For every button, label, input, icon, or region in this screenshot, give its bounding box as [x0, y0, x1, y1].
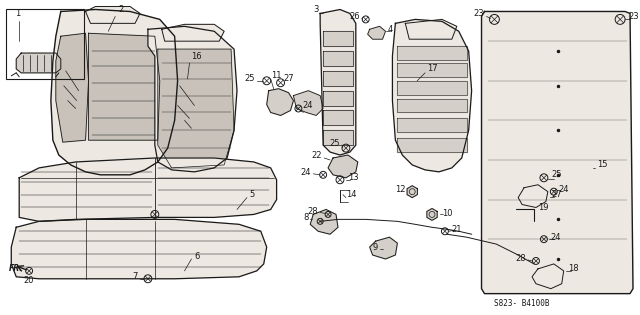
Polygon shape	[12, 219, 267, 279]
Bar	[6, 9, 84, 79]
Text: 24: 24	[302, 101, 313, 110]
Text: 13: 13	[348, 173, 358, 182]
Polygon shape	[397, 138, 467, 152]
Polygon shape	[397, 63, 467, 77]
Text: 16: 16	[191, 52, 202, 60]
Text: 18: 18	[568, 264, 579, 273]
Text: 21: 21	[452, 225, 462, 234]
Text: 25: 25	[244, 74, 255, 83]
Text: 22: 22	[312, 151, 322, 159]
Polygon shape	[397, 46, 467, 60]
Text: 27: 27	[552, 190, 563, 199]
Text: 5: 5	[249, 190, 254, 199]
Polygon shape	[56, 33, 88, 142]
Polygon shape	[532, 264, 564, 289]
Polygon shape	[320, 9, 356, 155]
Text: 10: 10	[442, 209, 452, 218]
Text: 28: 28	[515, 255, 526, 263]
Text: 7: 7	[132, 272, 138, 281]
Text: 25: 25	[330, 139, 340, 148]
Polygon shape	[86, 7, 140, 23]
Polygon shape	[148, 26, 237, 172]
Text: 15: 15	[597, 160, 608, 169]
Polygon shape	[16, 53, 61, 73]
Text: 4: 4	[387, 25, 393, 34]
Polygon shape	[323, 111, 353, 125]
Polygon shape	[370, 237, 397, 259]
Text: 19: 19	[538, 203, 548, 212]
Polygon shape	[51, 9, 178, 175]
Text: 6: 6	[195, 253, 200, 261]
Text: FR.: FR.	[10, 264, 24, 273]
Text: 23: 23	[474, 9, 484, 18]
Text: 8: 8	[303, 213, 308, 222]
Text: 12: 12	[395, 185, 405, 194]
Polygon shape	[397, 118, 467, 132]
Polygon shape	[328, 155, 358, 178]
Text: 20: 20	[24, 276, 35, 285]
Polygon shape	[481, 11, 633, 294]
Polygon shape	[267, 89, 293, 115]
Polygon shape	[368, 26, 385, 39]
Polygon shape	[88, 33, 160, 140]
Text: S823- B4100B: S823- B4100B	[494, 300, 550, 308]
Polygon shape	[323, 71, 353, 86]
Polygon shape	[19, 158, 276, 221]
Text: 24: 24	[301, 168, 311, 177]
Polygon shape	[323, 51, 353, 66]
Polygon shape	[397, 81, 467, 94]
Text: 3: 3	[313, 5, 318, 14]
Polygon shape	[323, 31, 353, 46]
Polygon shape	[293, 91, 323, 115]
Text: 2: 2	[118, 5, 124, 14]
Polygon shape	[162, 24, 224, 41]
Text: 9: 9	[372, 243, 378, 252]
Text: 24: 24	[559, 185, 569, 194]
Polygon shape	[323, 91, 353, 106]
Polygon shape	[518, 185, 548, 208]
Polygon shape	[397, 99, 467, 112]
Polygon shape	[427, 209, 437, 220]
Text: 28: 28	[308, 207, 318, 216]
Text: 26: 26	[349, 12, 360, 21]
Text: 17: 17	[427, 64, 438, 73]
Text: 27: 27	[284, 74, 294, 83]
Text: 23: 23	[628, 12, 639, 21]
Polygon shape	[405, 20, 457, 39]
Polygon shape	[310, 209, 338, 234]
Polygon shape	[407, 186, 417, 198]
Text: 14: 14	[346, 190, 356, 199]
Polygon shape	[392, 20, 472, 172]
Polygon shape	[158, 49, 234, 168]
Polygon shape	[323, 130, 353, 145]
Text: 24: 24	[551, 233, 561, 242]
Text: 1: 1	[15, 9, 20, 18]
Text: 11: 11	[271, 71, 281, 80]
Text: 25: 25	[552, 170, 563, 179]
